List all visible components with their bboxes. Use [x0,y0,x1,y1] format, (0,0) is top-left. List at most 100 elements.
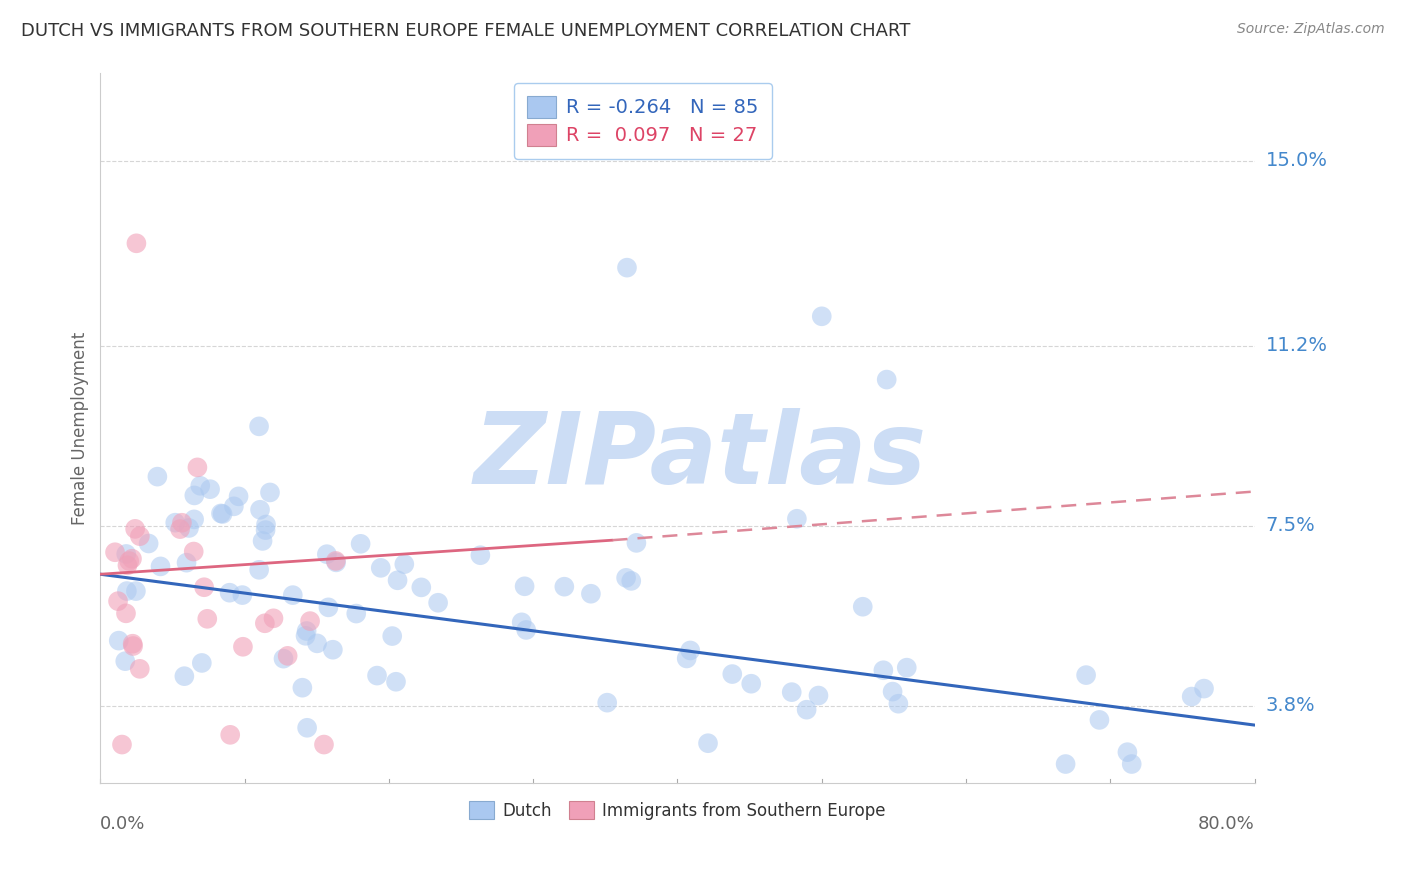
Point [191,656,214,670]
Point [387,574,409,588]
Point [218,585,240,599]
Point [675,651,697,665]
Point [281,588,304,602]
Text: 80.0%: 80.0% [1198,815,1254,833]
Point [721,667,744,681]
Point [249,502,271,516]
Point [111,738,134,752]
Point [117,558,139,573]
Point [394,557,416,571]
Point [427,596,450,610]
Point [247,563,270,577]
Point [254,523,277,537]
Point [740,676,762,690]
Point [318,600,340,615]
Point [349,537,371,551]
Point [146,469,169,483]
Point [366,668,388,682]
Point [322,642,344,657]
Point [553,580,575,594]
Point [195,612,218,626]
Point [104,545,127,559]
Text: Source: ZipAtlas.com: Source: ZipAtlas.com [1237,22,1385,37]
Point [122,639,145,653]
Point [312,738,335,752]
Text: 3.8%: 3.8% [1265,696,1316,715]
Point [596,696,619,710]
Point [1121,757,1143,772]
Point [198,482,221,496]
Point [170,516,193,530]
Point [128,529,150,543]
Point [273,651,295,665]
Point [299,614,322,628]
Point [263,611,285,625]
Point [882,684,904,698]
Point [470,548,492,562]
Point [115,607,138,621]
Point [1088,713,1111,727]
Point [852,599,875,614]
Point [510,615,533,630]
Point [614,571,637,585]
Point [385,674,408,689]
Point [176,556,198,570]
Point [1074,668,1097,682]
Point [121,551,143,566]
Point [232,640,254,654]
Point [515,623,537,637]
Point [1181,690,1204,704]
Point [786,512,808,526]
Text: 0.0%: 0.0% [100,815,146,833]
Point [679,643,702,657]
Point [807,689,830,703]
Point [277,648,299,663]
Point [307,636,329,650]
Text: DUTCH VS IMMIGRANTS FROM SOUTHERN EUROPE FEMALE UNEMPLOYMENT CORRELATION CHART: DUTCH VS IMMIGRANTS FROM SOUTHERN EUROPE… [21,22,911,40]
Point [115,547,138,561]
Point [291,681,314,695]
Text: 11.2%: 11.2% [1265,336,1327,355]
Point [513,579,536,593]
Point [247,419,270,434]
Point [370,561,392,575]
Point [169,522,191,536]
Point [125,236,148,251]
Point [254,517,277,532]
Point [222,500,245,514]
Point [872,663,894,677]
Point [209,507,232,521]
Point [780,685,803,699]
Point [1116,745,1139,759]
Text: 15.0%: 15.0% [1265,151,1327,170]
Point [165,516,187,530]
Point [183,544,205,558]
Point [295,624,318,638]
Point [626,536,648,550]
Point [295,721,318,735]
Point [616,260,638,275]
Point [810,310,832,324]
Point [149,559,172,574]
Point [259,485,281,500]
Point [381,629,404,643]
Text: ZIPatlas: ZIPatlas [474,409,927,505]
Point [211,507,233,521]
Point [620,574,643,588]
Point [315,547,337,561]
Point [188,479,211,493]
Point [231,588,253,602]
Point [124,522,146,536]
Point [118,554,141,568]
Point [579,587,602,601]
Point [183,512,205,526]
Legend: Dutch, Immigrants from Southern Europe: Dutch, Immigrants from Southern Europe [463,795,893,826]
Point [219,728,242,742]
Point [114,654,136,668]
Point [325,554,347,568]
Point [228,489,250,503]
Point [876,373,898,387]
Y-axis label: Female Unemployment: Female Unemployment [72,332,89,524]
Point [1054,757,1077,772]
Point [411,580,433,594]
